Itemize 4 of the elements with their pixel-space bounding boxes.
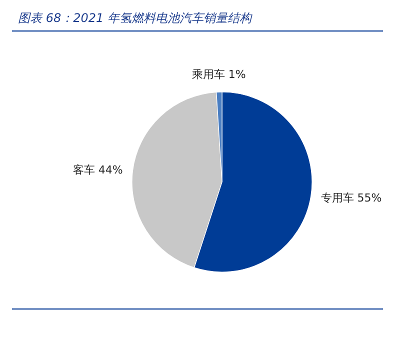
slice-label: 客车 44%: [72, 163, 123, 176]
chart-title: 图表 68：2021 年氢燃料电池汽车销量结构: [18, 11, 252, 25]
slice-label: 乘用车 1%: [192, 68, 246, 82]
slice-label: 专用车 55%: [320, 192, 382, 205]
